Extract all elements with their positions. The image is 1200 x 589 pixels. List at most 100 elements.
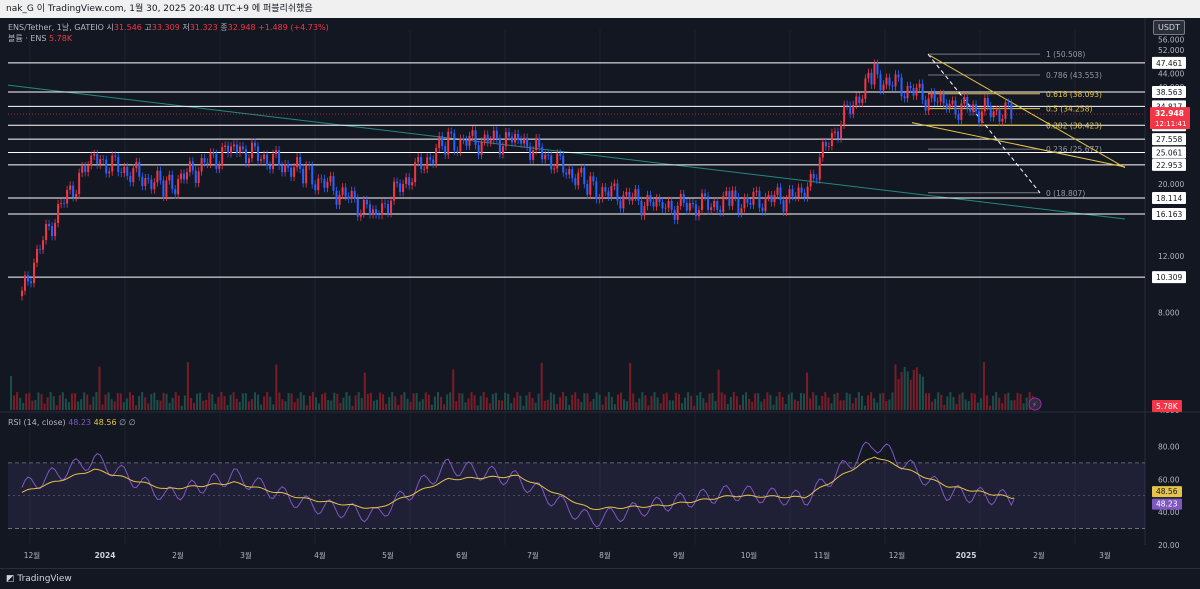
candle-body <box>954 100 957 115</box>
level-label-bg <box>1152 56 1186 69</box>
candle-body <box>344 187 347 197</box>
volume-bar <box>110 399 113 410</box>
candle-body <box>200 158 203 172</box>
volume-bar <box>1016 392 1019 410</box>
volume-bar <box>311 392 314 410</box>
volume-bar <box>281 399 284 410</box>
candle-body <box>713 200 716 208</box>
candle-body <box>341 187 344 195</box>
volume-bar <box>909 379 912 410</box>
candle-body <box>849 105 852 114</box>
symbol-title[interactable]: ENS/Tether, 1날, GATEIO <box>8 23 104 32</box>
volume-bar <box>122 402 125 410</box>
volume-bar <box>208 392 211 410</box>
volume-bar <box>43 403 46 410</box>
candle-body <box>885 77 888 85</box>
volume-bar <box>202 400 205 410</box>
candle-body <box>287 164 290 168</box>
candle-body <box>209 152 212 164</box>
volume-bar <box>308 396 311 410</box>
volume-value: 5.78K <box>49 34 73 43</box>
candle-body <box>972 104 975 112</box>
candle-body <box>794 196 797 198</box>
volume-bar <box>10 376 12 410</box>
candle-body <box>767 195 770 197</box>
volume-bar <box>119 393 122 410</box>
volume-bar <box>415 393 418 410</box>
candle-body <box>326 181 329 188</box>
volume-bar <box>650 395 653 410</box>
candle-body <box>514 133 517 143</box>
candle-body <box>159 170 162 181</box>
currency-button[interactable]: USDT <box>1153 20 1185 35</box>
volume-bar <box>799 392 802 410</box>
candle-body <box>743 197 746 209</box>
candle-body <box>580 167 583 173</box>
candle-body <box>740 208 743 214</box>
candle-body <box>338 194 341 205</box>
volume-bar <box>961 392 964 410</box>
candle-body <box>749 202 752 205</box>
rsi-ma-badge-label: 48.56 <box>1156 487 1178 496</box>
volume-bar <box>1007 392 1010 410</box>
volume-bar <box>92 396 95 410</box>
volume-bar <box>522 405 525 410</box>
volume-bar <box>369 392 372 410</box>
candle-body <box>837 131 840 139</box>
candle-body <box>607 191 610 197</box>
candle-body <box>619 200 622 209</box>
candle-body <box>498 138 501 155</box>
candle-body <box>144 178 147 187</box>
volume-bar <box>702 398 705 410</box>
volume-bar <box>296 398 299 410</box>
volume-bar <box>141 392 144 410</box>
candle-body <box>177 179 180 195</box>
volume-bar <box>214 403 217 410</box>
footer-brand[interactable]: TradingView <box>17 574 72 584</box>
volume-bar <box>412 393 415 410</box>
candle-body <box>402 183 405 193</box>
candle-body <box>191 161 194 171</box>
volume-bar <box>842 400 845 410</box>
rsi-label[interactable]: RSI (14, close) <box>8 418 66 427</box>
candle-body <box>129 175 132 183</box>
candle-body <box>867 72 870 79</box>
candle-body <box>42 240 45 250</box>
volume-bar <box>430 404 433 410</box>
change-value: +1.489 (+4.73%) <box>258 23 329 32</box>
candle-body <box>447 131 450 155</box>
candle-body <box>480 141 483 155</box>
chart-area[interactable]: 60.00056.00052.00044.00040.00020.00012.0… <box>0 18 1200 568</box>
candle-body <box>846 104 849 106</box>
volume-bar <box>488 403 491 410</box>
candle-body <box>667 200 670 208</box>
candle-body <box>785 199 788 212</box>
volume-label[interactable]: 볼륨 · ENS <box>8 34 47 43</box>
volume-bar <box>717 369 720 410</box>
main-chart-svg[interactable]: 60.00056.00052.00044.00040.00020.00012.0… <box>0 18 1200 568</box>
volume-bar <box>58 395 61 410</box>
volume-bar <box>446 394 449 410</box>
candle-body <box>36 248 39 263</box>
candle-body <box>353 190 356 199</box>
candle-body <box>782 200 785 212</box>
volume-bar <box>476 405 479 410</box>
volume-bar <box>244 393 247 410</box>
volume-bar <box>1019 393 1022 410</box>
volume-bar <box>485 397 488 410</box>
price-tick-label: 12.000 <box>1158 252 1184 261</box>
candle-body <box>975 104 978 112</box>
candle-body <box>595 181 598 200</box>
volume-bar <box>973 393 976 410</box>
candle-body <box>806 186 809 198</box>
close-value: 32.948 <box>227 23 256 32</box>
volume-bar <box>315 397 317 410</box>
candle-body <box>156 170 159 183</box>
volume-bar <box>824 392 827 410</box>
candle-body <box>728 191 731 206</box>
candle-body <box>960 103 963 120</box>
volume-bar <box>671 400 674 410</box>
volume-bar <box>979 398 982 410</box>
volume-bar <box>891 392 894 410</box>
volume-bar <box>1004 393 1007 410</box>
